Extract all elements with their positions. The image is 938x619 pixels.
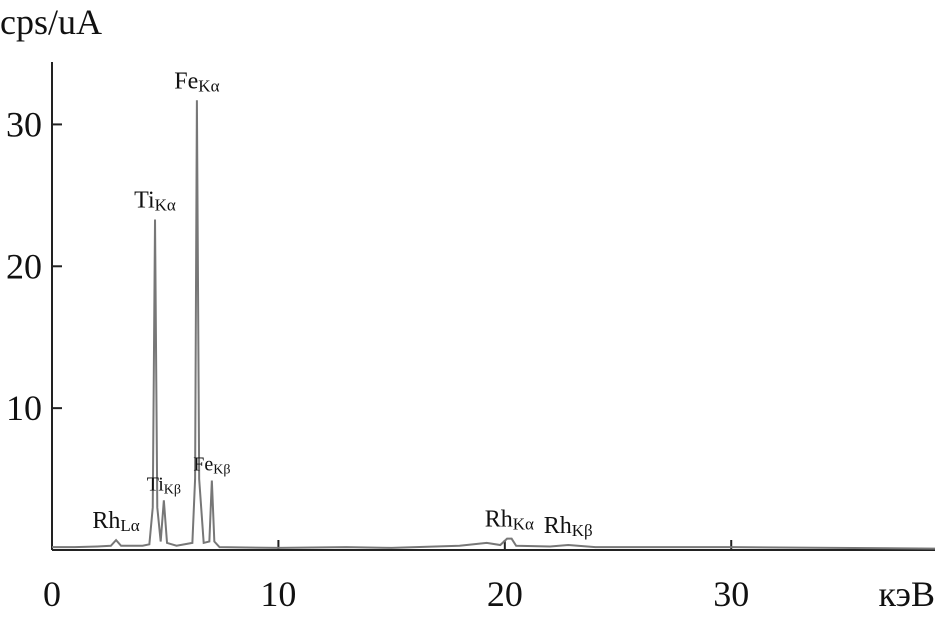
spectrum-line (52, 100, 936, 550)
peak-label: FeKα (174, 68, 219, 95)
y-tick-label: 10 (6, 388, 42, 428)
peak-line: Kβ (213, 462, 230, 477)
peak-label: TiKβ (147, 473, 181, 497)
peak-label: RhKβ (544, 513, 593, 540)
peak-label: RhKα (485, 507, 534, 534)
peak-line: Lα (120, 516, 139, 535)
y-axis-label: cps/uA (0, 2, 102, 42)
peak-element: Ti (134, 187, 155, 213)
peak-element: Ti (147, 473, 165, 495)
peak-element: Fe (193, 453, 213, 475)
peak-element: Rh (485, 507, 513, 533)
x-axis-label: кэВ (879, 574, 935, 614)
x-tick-label: 10 (260, 574, 296, 614)
peak-label: FeKβ (193, 453, 230, 477)
peak-line: Kα (513, 515, 534, 534)
peak-element: Fe (174, 68, 198, 94)
peak-element: Rh (92, 508, 120, 534)
x-tick-label: 30 (713, 574, 749, 614)
peak-line: Kβ (572, 521, 593, 540)
peak-label: TiKα (134, 187, 176, 214)
peak-label: RhLα (92, 508, 139, 535)
peak-element: Rh (544, 513, 572, 539)
x-tick-label: 20 (487, 574, 523, 614)
y-tick-label: 30 (6, 104, 42, 144)
peak-line: Kβ (164, 482, 181, 497)
peak-line: Kα (155, 195, 176, 214)
peak-line: Kα (198, 76, 219, 95)
x-tick-label: 0 (43, 574, 61, 614)
y-tick-label: 20 (6, 246, 42, 286)
